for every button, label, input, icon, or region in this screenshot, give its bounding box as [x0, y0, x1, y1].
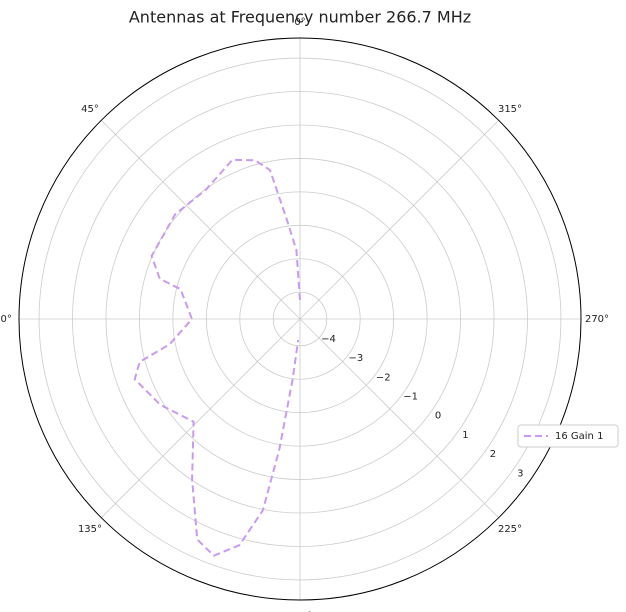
grid-spoke	[299, 120, 499, 320]
grid-spoke	[101, 318, 301, 518]
r-tick-label: 1	[462, 430, 468, 441]
series-line	[133, 158, 301, 557]
theta-tick-label: 135°	[78, 524, 102, 535]
theta-tick-label: 315°	[498, 104, 522, 115]
r-tick-label: −1	[403, 392, 418, 403]
theta-tick-label: 225°	[498, 524, 522, 535]
polar-frame	[18, 37, 582, 601]
grid-spoke	[299, 318, 499, 518]
theta-tick-label: 270°	[585, 314, 609, 325]
legend-label: 16 Gain 1	[555, 431, 603, 442]
grid-spoke	[101, 120, 301, 320]
chart-title: Antennas at Frequency number 266.7 MHz	[129, 8, 471, 27]
r-tick-label: −3	[349, 353, 364, 364]
theta-tick-label: 0°	[294, 17, 305, 28]
r-tick-label: 3	[517, 468, 523, 479]
r-tick-label: 0	[435, 411, 441, 422]
theta-tick-label: 45°	[81, 104, 99, 115]
legend-box	[517, 424, 619, 448]
r-tick-label: 2	[490, 449, 496, 460]
r-tick-label: −4	[321, 334, 336, 345]
theta-tick-label: 90°	[0, 314, 12, 325]
r-tick-label: −2	[376, 372, 391, 383]
